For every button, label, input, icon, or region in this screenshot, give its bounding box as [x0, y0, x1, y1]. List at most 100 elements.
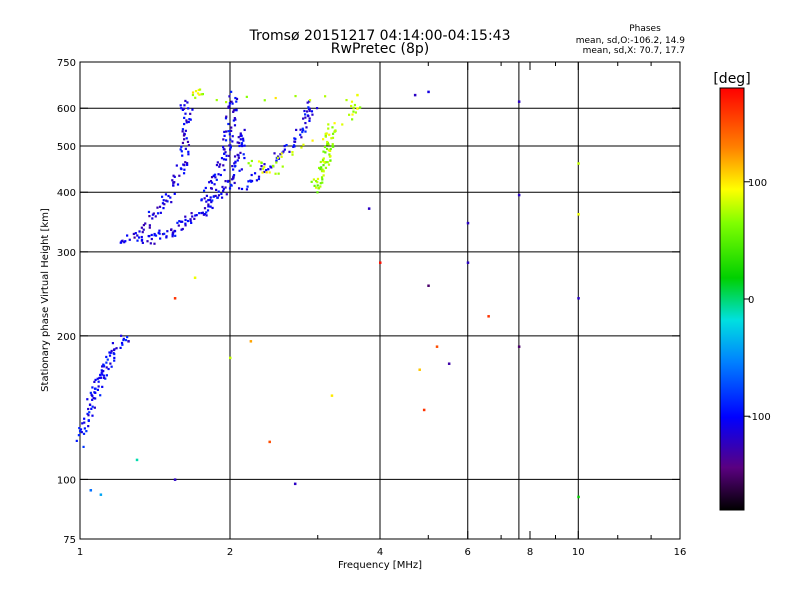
data-point	[99, 373, 102, 377]
x-tick-label: 1	[77, 547, 83, 558]
data-point	[92, 397, 95, 400]
data-point	[231, 135, 234, 138]
data-point	[228, 133, 231, 136]
data-point	[466, 261, 470, 264]
data-point	[184, 147, 187, 150]
data-point	[181, 227, 184, 231]
data-point	[257, 175, 261, 178]
data-point	[232, 174, 236, 177]
data-point	[268, 440, 271, 444]
data-point	[194, 90, 198, 93]
data-point	[277, 157, 281, 160]
y-tick-label: 750	[57, 58, 76, 69]
data-point	[300, 136, 303, 139]
data-point	[253, 172, 257, 175]
data-point	[321, 178, 324, 181]
data-point	[179, 104, 182, 107]
data-point	[427, 90, 430, 94]
data-point	[308, 119, 311, 123]
data-point	[136, 234, 139, 237]
data-point	[210, 200, 213, 204]
data-point	[176, 183, 180, 186]
data-point	[215, 178, 218, 181]
data-point	[259, 168, 262, 171]
data-point	[293, 137, 296, 140]
data-point	[227, 106, 230, 109]
data-point	[122, 337, 125, 340]
data-point	[136, 239, 139, 242]
data-point	[307, 106, 310, 109]
data-point	[231, 165, 234, 168]
data-point	[255, 179, 259, 182]
data-point	[184, 112, 187, 115]
data-point	[147, 210, 151, 214]
data-point	[245, 95, 248, 98]
data-point	[281, 165, 284, 168]
data-point	[100, 376, 103, 379]
data-point	[93, 406, 96, 409]
x-tick-label: 2	[227, 547, 233, 558]
data-point	[308, 109, 311, 112]
data-point	[228, 104, 231, 107]
data-point	[181, 220, 184, 223]
data-point	[249, 164, 252, 167]
data-point	[268, 171, 271, 174]
data-point	[212, 195, 216, 198]
data-point	[196, 92, 200, 95]
data-point	[352, 106, 355, 109]
data-point	[224, 139, 228, 142]
data-point	[227, 122, 230, 126]
data-point	[243, 144, 246, 147]
data-point	[230, 90, 233, 93]
data-point	[82, 445, 85, 448]
data-point	[89, 391, 92, 394]
data-point	[183, 132, 186, 135]
data-point	[184, 222, 187, 225]
data-point	[137, 236, 141, 239]
data-point	[447, 362, 451, 365]
data-point	[487, 315, 490, 318]
data-point	[91, 414, 94, 417]
data-point	[83, 421, 86, 424]
data-point	[225, 101, 228, 104]
data-point	[222, 189, 225, 193]
data-point	[229, 138, 232, 141]
data-point	[324, 132, 327, 136]
data-point	[322, 174, 325, 177]
data-point	[178, 174, 181, 177]
data-point	[94, 397, 97, 400]
data-point	[102, 374, 106, 377]
data-point	[257, 177, 261, 181]
data-point	[91, 394, 94, 398]
data-point	[99, 394, 102, 397]
data-point	[324, 95, 327, 98]
data-point	[321, 158, 325, 161]
y-tick-label: 300	[57, 248, 76, 259]
data-point	[292, 144, 296, 147]
data-point	[314, 186, 318, 189]
data-point	[304, 130, 307, 133]
data-point	[228, 144, 231, 147]
data-point	[120, 341, 124, 345]
data-point	[222, 145, 225, 149]
data-point	[119, 241, 122, 244]
data-point	[79, 428, 83, 431]
data-point	[228, 187, 232, 190]
data-point	[203, 213, 207, 216]
data-point	[435, 345, 439, 348]
data-point	[173, 230, 177, 233]
data-point	[239, 151, 242, 154]
data-point	[198, 88, 202, 91]
data-point	[333, 122, 336, 125]
data-point	[232, 168, 235, 171]
data-point	[115, 347, 118, 350]
data-point	[204, 186, 207, 190]
data-point	[96, 377, 99, 380]
data-point	[189, 118, 192, 121]
data-point	[228, 102, 232, 105]
data-point	[316, 181, 319, 184]
chart-title: Tromsø 20151217 04:14:00-04:15:43	[249, 28, 511, 44]
data-point	[237, 136, 240, 139]
grid-lines	[80, 62, 680, 539]
chart-subtitle: RwPretec (8p)	[331, 41, 429, 57]
